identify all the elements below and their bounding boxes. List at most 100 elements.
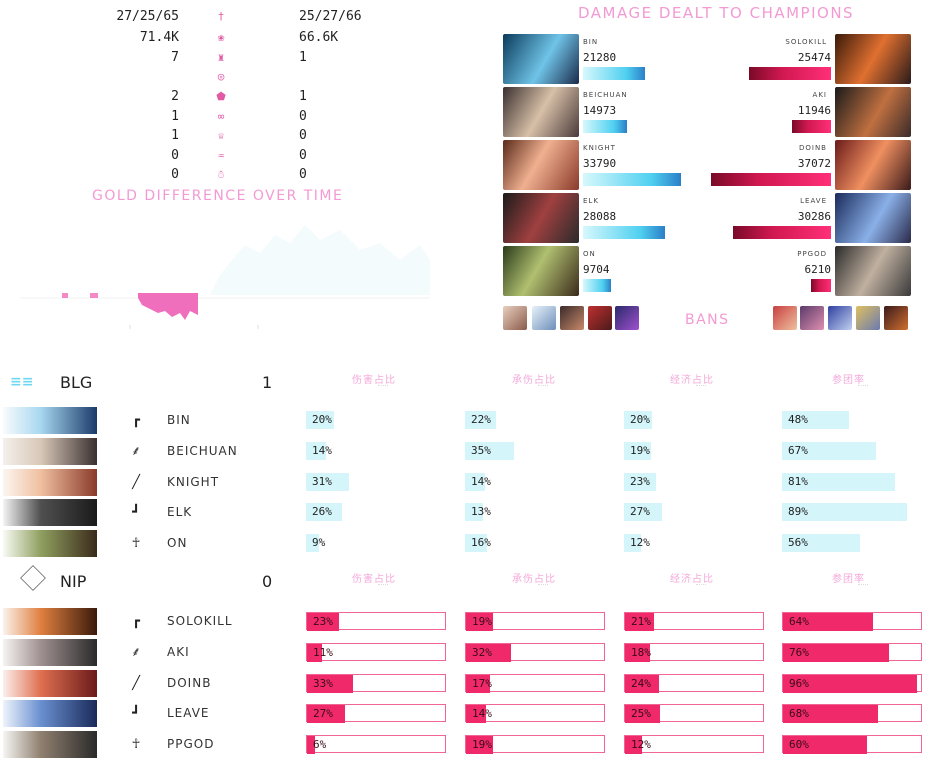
stat-percent: 26% bbox=[312, 505, 332, 519]
stat-percent: 20% bbox=[630, 413, 650, 426]
red-champion-portrait bbox=[835, 34, 911, 84]
stat-bar bbox=[307, 674, 353, 693]
stat-bar bbox=[306, 472, 349, 491]
stat-cell: 9% bbox=[306, 534, 446, 553]
stat-percent: 23% bbox=[630, 474, 650, 488]
player-champion-portrait bbox=[3, 638, 97, 666]
stat-cell: 13% bbox=[465, 503, 605, 522]
stat-cell: 27% bbox=[306, 704, 446, 724]
stat-bar bbox=[625, 643, 650, 662]
jungle-icon: ⸙ bbox=[131, 644, 141, 660]
stat-cell: 48% bbox=[782, 411, 922, 429]
player-champion-portrait bbox=[3, 731, 97, 759]
stat-cell: 60% bbox=[782, 735, 922, 755]
red-damage-bar bbox=[811, 279, 831, 292]
player-name: AKI bbox=[167, 644, 190, 659]
stat-cell: 20% bbox=[306, 411, 446, 429]
stat-percent: 24% bbox=[631, 676, 651, 690]
stat-percent: 12% bbox=[630, 536, 650, 550]
stat-cell: 81% bbox=[782, 472, 922, 491]
blue-damage-value: 21280 bbox=[583, 51, 617, 64]
red-champion-portrait bbox=[835, 246, 911, 296]
stat-percent: 21% bbox=[631, 615, 651, 628]
column-divider bbox=[696, 584, 706, 588]
stat-bar bbox=[625, 613, 654, 631]
player-row: ┏ SOLOKILL 23% 19% 21% 64% bbox=[0, 606, 938, 637]
support-icon: ☥ bbox=[132, 737, 140, 753]
stat-bar bbox=[466, 736, 493, 755]
stat-percent: 27% bbox=[630, 505, 650, 519]
column-divider bbox=[858, 385, 868, 389]
red-damage-bar bbox=[733, 226, 831, 239]
red-player-name: AKI bbox=[812, 91, 827, 99]
stat-cell: 17% bbox=[465, 673, 605, 693]
player-row: ╱ KNIGHT 31% 14% 23% 81% bbox=[0, 467, 938, 498]
bot-icon: ┛ bbox=[132, 706, 140, 722]
column-divider bbox=[538, 584, 548, 588]
stat-bar bbox=[783, 674, 917, 693]
shelly-icon: ☃ bbox=[217, 168, 225, 181]
tower-icon: ♜ bbox=[217, 51, 225, 64]
stat-cell: 19% bbox=[465, 735, 605, 755]
stat-cell: 33% bbox=[306, 673, 446, 693]
stat-cell: 16% bbox=[465, 534, 605, 553]
stat-row-towers: 7 ♜ 1 bbox=[40, 50, 400, 69]
player-row: ┛ ELK 26% 13% 27% 89% bbox=[0, 497, 938, 528]
player-champion-portrait bbox=[3, 499, 97, 527]
stat-bar bbox=[306, 411, 334, 429]
stat-percent: 17% bbox=[472, 676, 492, 690]
red-damage-value: 25474 bbox=[797, 51, 831, 64]
player-champion-portrait bbox=[3, 669, 97, 697]
stat-cell: 96% bbox=[782, 673, 922, 693]
blue-player-name: ELK bbox=[583, 197, 599, 205]
stat-cell: 14% bbox=[306, 441, 446, 460]
column-header: 伤害占比 bbox=[352, 574, 396, 585]
blue-damage-bar bbox=[583, 279, 611, 292]
player-name: KNIGHT bbox=[167, 474, 220, 489]
ban-portrait bbox=[503, 306, 527, 330]
stat-bar bbox=[466, 674, 490, 693]
stat-cell: 22% bbox=[465, 411, 605, 429]
stat-cell: 19% bbox=[465, 612, 605, 631]
blue-champion-portrait bbox=[503, 87, 579, 137]
stat-bar bbox=[783, 705, 878, 724]
stat-percent: 11% bbox=[313, 645, 333, 659]
player-row: ┛ LEAVE 27% 14% 25% 68% bbox=[0, 698, 938, 729]
red-damage-bar bbox=[711, 173, 831, 186]
red-player-name: LEAVE bbox=[800, 197, 827, 205]
stat-bar bbox=[466, 705, 486, 724]
stat-percent: 23% bbox=[313, 615, 333, 628]
stat-percent: 14% bbox=[472, 707, 492, 721]
red-damage-value: 11946 bbox=[797, 104, 831, 117]
stat-cell: 56% bbox=[782, 534, 922, 553]
stat-cell: 23% bbox=[306, 612, 446, 631]
column-header: 伤害占比 bbox=[352, 375, 396, 386]
stat-percent: 81% bbox=[788, 474, 808, 488]
gold-icon: ❀ bbox=[217, 31, 225, 44]
player-champion-portrait bbox=[3, 700, 97, 728]
player-champion-portrait bbox=[3, 437, 97, 465]
stat-left: 71.4K bbox=[139, 30, 179, 45]
column-header: 经济占比 bbox=[670, 574, 714, 585]
stat-bar bbox=[624, 503, 662, 522]
player-name: BIN bbox=[167, 413, 191, 427]
red-player-name: SOLOKILL bbox=[785, 38, 827, 46]
team-header: ≡≡ BLG 1 伤害占比 承伤占比 经济占比 参团率 bbox=[10, 369, 930, 397]
player-row: ☥ ON 9% 16% 12% 56% bbox=[0, 528, 938, 559]
stat-bar bbox=[465, 411, 496, 429]
stat-right: 25/27/66 bbox=[299, 9, 362, 24]
team-score: 0 bbox=[262, 572, 273, 591]
red-damage-value: 37072 bbox=[797, 157, 831, 170]
blue-damage-bar bbox=[583, 173, 681, 186]
stat-percent: 67% bbox=[788, 443, 808, 457]
blue-player-name: KNIGHT bbox=[583, 144, 616, 152]
stat-cell: 89% bbox=[782, 503, 922, 522]
mid-icon: ╱ bbox=[132, 675, 140, 691]
stat-cell: 18% bbox=[624, 642, 764, 662]
stat-percent: 19% bbox=[472, 738, 492, 752]
team-logo: ≡≡ bbox=[10, 374, 34, 390]
ban-portrait bbox=[800, 306, 824, 330]
stat-cell: 64% bbox=[782, 612, 922, 631]
blue-damage-value: 14973 bbox=[583, 104, 617, 117]
stat-left: 0 bbox=[171, 148, 179, 163]
